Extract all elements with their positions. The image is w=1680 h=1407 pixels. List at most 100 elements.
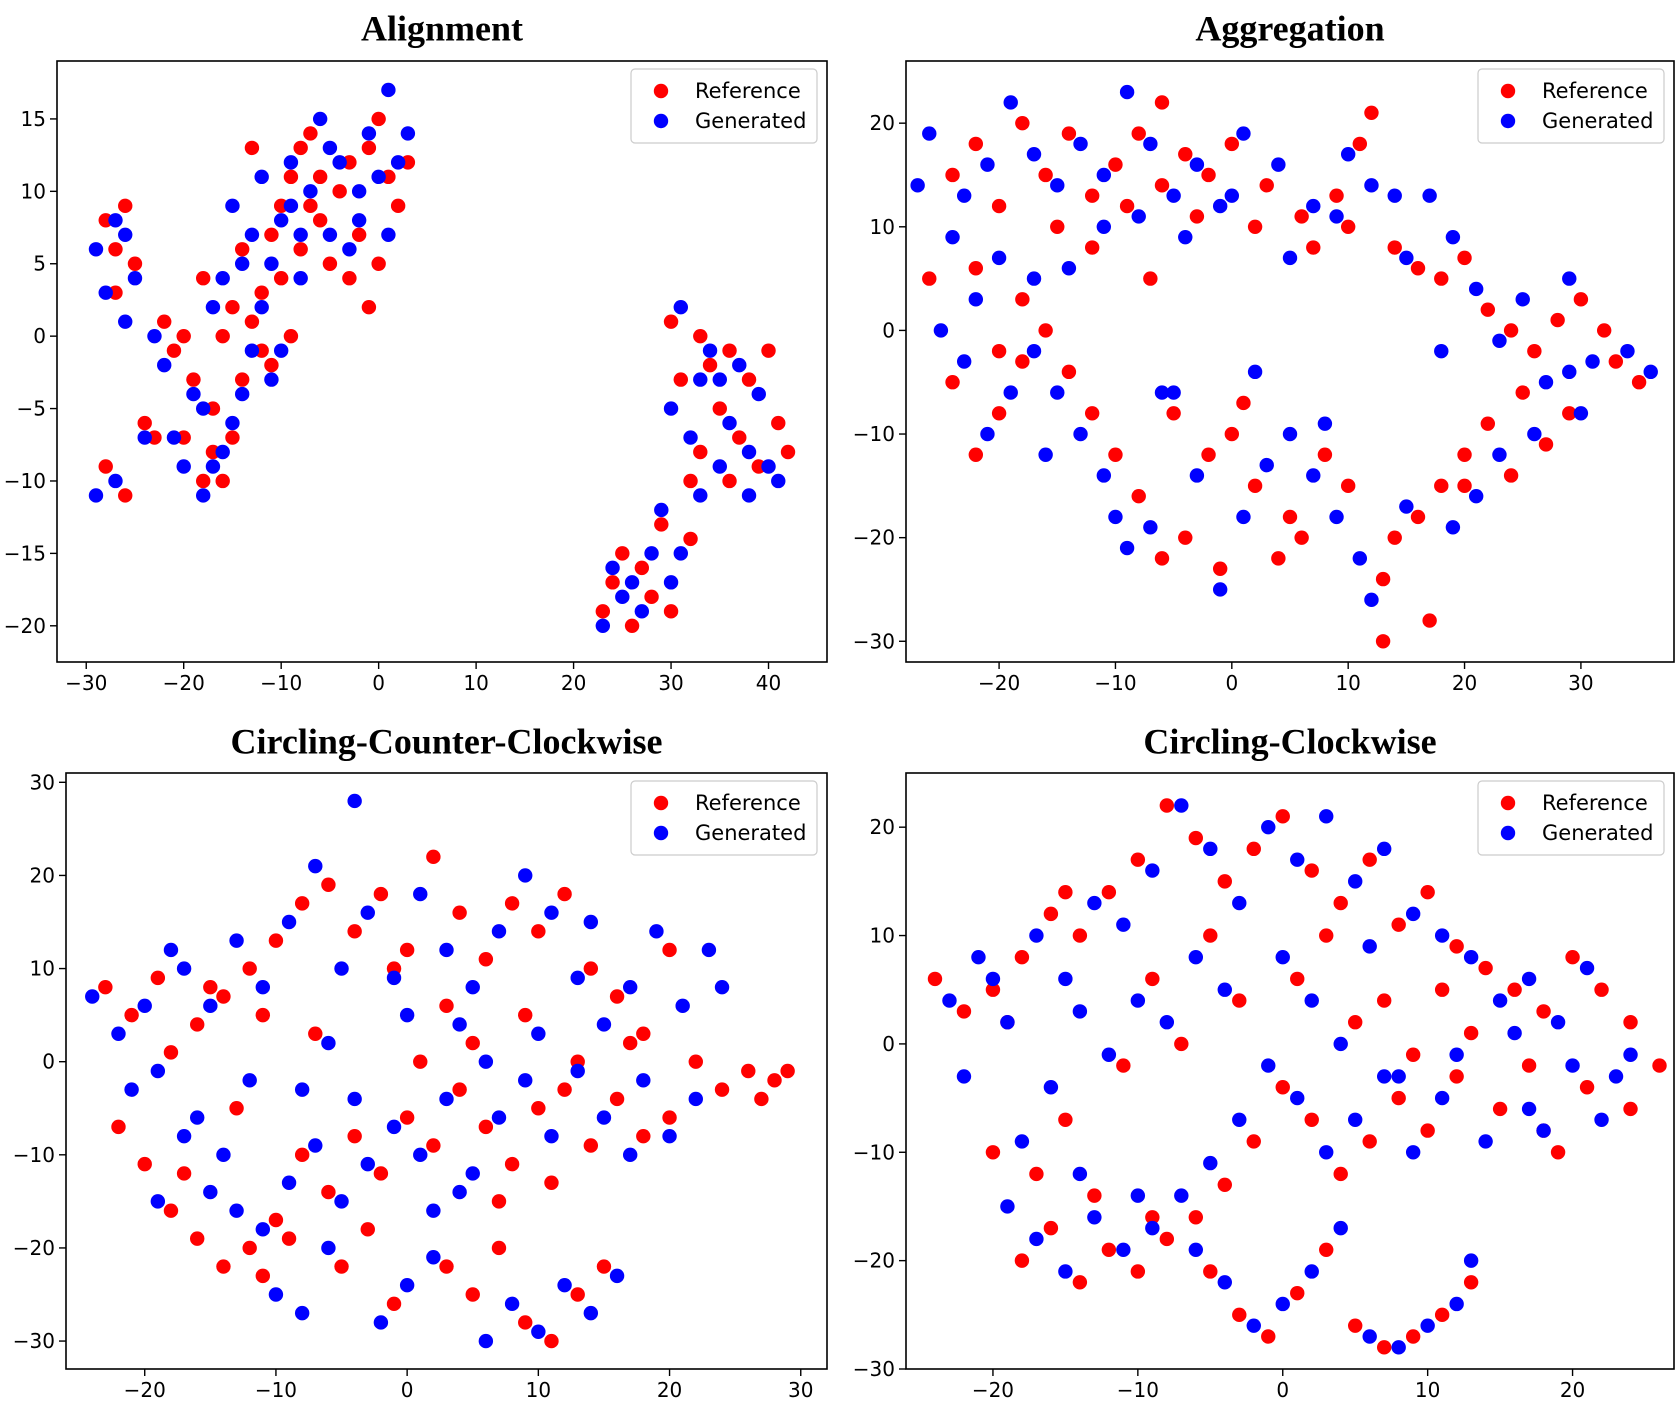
reference-point [1319, 1242, 1334, 1258]
reference-point [308, 1026, 323, 1041]
reference-point [1131, 126, 1146, 141]
reference-point [225, 299, 240, 315]
reference-point [1101, 1242, 1117, 1258]
generated-point [1029, 928, 1044, 943]
subplot-title: Aggregation [1195, 8, 1384, 48]
generated-point [1420, 1318, 1435, 1333]
generated-point [426, 1250, 441, 1265]
generated-point [1290, 852, 1305, 867]
reference-point [927, 971, 943, 987]
generated-point [273, 343, 289, 358]
reference-point [968, 136, 984, 152]
generated-point [1096, 219, 1112, 234]
legend-box [1477, 780, 1665, 856]
generated-point [688, 1091, 703, 1107]
reference-point [1348, 1318, 1363, 1333]
reference-point [1212, 561, 1228, 576]
y-tick-label: −10 [853, 422, 895, 446]
generated-point [381, 82, 396, 98]
generated-point [722, 415, 737, 431]
reference-point [945, 375, 960, 390]
reference-point [1108, 447, 1123, 462]
generated-point [186, 386, 201, 402]
generated-point [1304, 993, 1319, 1008]
generated-point [1445, 229, 1461, 245]
generated-point [1282, 426, 1298, 442]
generated-point [1538, 375, 1554, 390]
generated-point [465, 979, 480, 995]
generated-point [662, 1128, 677, 1144]
generated-point [1329, 509, 1344, 525]
reference-point [312, 213, 328, 228]
generated-point [1468, 489, 1484, 504]
generated-point [945, 229, 960, 245]
generated-point [1352, 551, 1368, 566]
reference-point [1410, 261, 1426, 276]
points-group [910, 84, 1658, 649]
y-tick-label: −5 [17, 397, 46, 421]
reference-point [1015, 115, 1030, 131]
x-tick-label: −10 [255, 1378, 297, 1402]
reference-point [242, 1240, 257, 1256]
reference-point [268, 1212, 284, 1228]
legend-label-reference: Reference [695, 79, 801, 103]
reference-point [1405, 1047, 1421, 1062]
reference-point [1579, 1080, 1595, 1095]
reference-point [334, 1259, 349, 1274]
reference-point [662, 942, 677, 958]
generated-point [137, 998, 152, 1014]
reference-point [491, 1194, 507, 1209]
reference-point [303, 198, 318, 214]
generated-point [1174, 798, 1189, 813]
y-tick-label: −10 [13, 1143, 55, 1167]
reference-point [361, 140, 377, 156]
generated-point [1362, 939, 1377, 954]
reference-point [1405, 1329, 1421, 1344]
legend-label-generated: Generated [1542, 109, 1653, 133]
reference-point [1275, 1080, 1290, 1095]
generated-point [1434, 928, 1450, 943]
legend-marker-generated [1500, 825, 1516, 841]
generated-point [1376, 841, 1392, 857]
legend-label-reference: Reference [1542, 791, 1648, 815]
generated-point [1203, 1155, 1218, 1171]
generated-point [1116, 917, 1131, 932]
x-tick-label: 20 [1452, 671, 1477, 695]
generated-point [264, 372, 279, 387]
reference-point [683, 531, 698, 547]
reference-point [1391, 1090, 1406, 1106]
reference-point [1333, 895, 1348, 911]
reference-point [780, 1063, 795, 1079]
generated-point [557, 1277, 572, 1293]
generated-point [293, 271, 308, 286]
reference-point [1594, 982, 1609, 997]
reference-point [1387, 530, 1402, 545]
generated-point [922, 126, 937, 141]
x-tick-label: −10 [1117, 1378, 1159, 1402]
generated-point [1236, 509, 1251, 525]
generated-point [347, 793, 362, 809]
reference-point [1480, 416, 1496, 431]
axes-frame [905, 60, 1675, 663]
axes-frame [56, 60, 828, 663]
generated-point [452, 1017, 467, 1032]
x-tick-label: 10 [1335, 671, 1360, 695]
reference-point [1087, 1188, 1102, 1203]
x-tick-label: 30 [658, 671, 683, 695]
reference-point [1348, 1015, 1363, 1030]
reference-point [1247, 478, 1263, 494]
generated-point [234, 256, 250, 271]
y-tick-label: 10 [30, 957, 55, 981]
generated-point [294, 1082, 310, 1097]
reference-point [504, 1156, 520, 1172]
reference-point [595, 604, 611, 619]
generated-point [1492, 993, 1508, 1008]
generated-point [1166, 188, 1181, 203]
reference-point [439, 1259, 454, 1274]
generated-point [583, 1305, 599, 1321]
reference-point [439, 998, 454, 1014]
generated-point [268, 1287, 284, 1302]
reference-point [371, 256, 386, 271]
reference-point [780, 444, 796, 460]
generated-point [1000, 1015, 1015, 1030]
